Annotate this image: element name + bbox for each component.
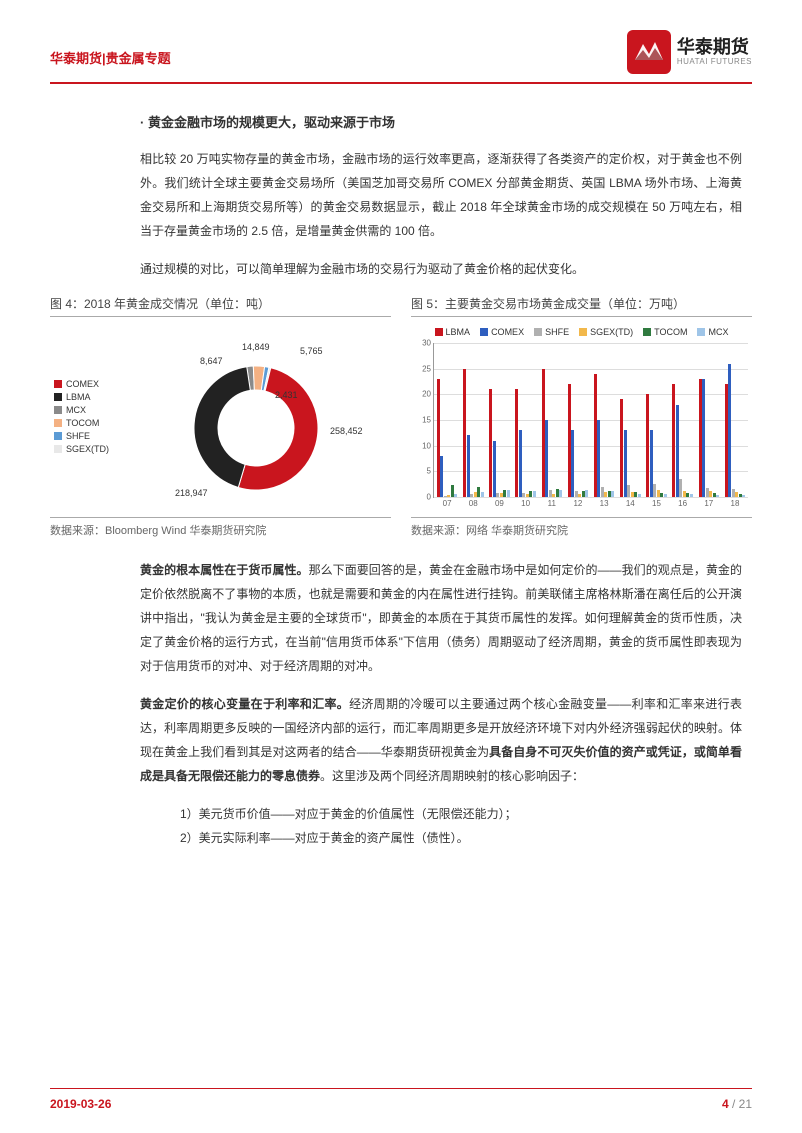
bar (481, 492, 484, 497)
footer-rule (50, 1088, 752, 1089)
bar (638, 494, 641, 497)
year-group: 15 (643, 343, 669, 497)
page-header: 华泰期货|贵金属专题 华泰期货 HUATAI FUTURES (50, 30, 752, 74)
bar (533, 491, 536, 497)
year-group: 16 (670, 343, 696, 497)
chart-5-block: 图 5：主要黄金交易市场黄金成交量（单位：万吨） LBMA COMEX SHFE SG… (411, 295, 752, 538)
year-group: 13 (591, 343, 617, 497)
bar (716, 495, 719, 497)
legend-item: MCX (54, 405, 120, 415)
bar (571, 430, 574, 497)
bar (519, 430, 522, 497)
legend-item: COMEX (54, 379, 120, 389)
year-group: 17 (696, 343, 722, 497)
year-group: 12 (565, 343, 591, 497)
legend-item: LBMA (54, 392, 120, 402)
donut-value-label: 2,431 (275, 390, 298, 400)
list-item-1: 1）美元货币价值——对应于黄金的价值属性（无限偿还能力）； (180, 802, 742, 826)
year-group: 14 (617, 343, 643, 497)
chart-4-block: 图 4：2018 年黄金成交情况（单位：吨） COMEX LBMA MCX TOCOM… (50, 295, 391, 538)
header-title: 华泰期货|贵金属专题 (50, 30, 171, 67)
legend-item: LBMA (435, 327, 471, 337)
bar (559, 490, 562, 497)
donut-value-label: 8,647 (200, 356, 223, 366)
paragraph-2: 通过规模的对比，可以简单理解为金融市场的交易行为驱动了黄金价格的起伏变化。 (140, 257, 742, 281)
chart-5-area: LBMACOMEXSHFESGEX(TD)TOCOMMCX 0510152025… (411, 323, 752, 513)
legend-item: SGEX(TD) (54, 444, 120, 454)
legend-item: SGEX(TD) (579, 327, 633, 337)
bar (742, 495, 745, 497)
bar (690, 494, 693, 497)
header-rule (50, 82, 752, 84)
chart-5-source: 数据来源：网络 华泰期货研究院 (411, 517, 752, 538)
footer-date: 2019-03-26 (50, 1097, 111, 1111)
paragraph-1: 相比较 20 万吨实物存量的黄金市场，金融市场的运行效率更高，逐渐获得了各类资产… (140, 147, 742, 243)
bar (454, 494, 457, 497)
legend-item: SHFE (534, 327, 569, 337)
chart-4-source: 数据来源：Bloomberg Wind 华泰期货研究院 (50, 517, 391, 538)
year-group: 08 (460, 343, 486, 497)
paragraph-4: 黄金定价的核心变量在于利率和汇率。经济周期的冷暖可以主要通过两个核心金融变量——… (140, 692, 742, 788)
donut-value-label: 5,765 (300, 346, 323, 356)
logo-icon (627, 30, 671, 74)
section-title: 黄金金融市场的规模更大，驱动来源于市场 (140, 112, 752, 131)
logo-text-en: HUATAI FUTURES (677, 57, 752, 66)
year-group: 07 (434, 343, 460, 497)
page-footer: 2019-03-26 4 / 21 (50, 1097, 752, 1111)
paragraph-3: 黄金的根本属性在于货币属性。那么下面要回答的是，黄金在金融市场中是如何定价的——… (140, 558, 742, 678)
chart-4-area: COMEX LBMA MCX TOCOM SHFE SGEX(TD) 258,452 218… (50, 323, 391, 513)
legend-item: SHFE (54, 431, 120, 441)
bar (545, 420, 548, 497)
donut-value-label: 218,947 (175, 488, 208, 498)
bar-chart: 051015202530070809101112131415161718 (433, 343, 748, 498)
bar (493, 441, 496, 497)
chart-4-title: 图 4：2018 年黄金成交情况（单位：吨） (50, 295, 391, 317)
bar (664, 494, 667, 497)
bar (467, 435, 470, 497)
donut-value-label: 14,849 (242, 342, 270, 352)
year-group: 10 (513, 343, 539, 497)
chart-4-legend: COMEX LBMA MCX TOCOM SHFE SGEX(TD) (50, 379, 120, 457)
footer-page: 4 / 21 (722, 1097, 752, 1111)
brand-logo: 华泰期货 HUATAI FUTURES (627, 30, 752, 74)
year-group: 09 (486, 343, 512, 497)
bar (611, 491, 614, 497)
legend-item: COMEX (480, 327, 524, 337)
charts-row: 图 4：2018 年黄金成交情况（单位：吨） COMEX LBMA MCX TOCOM… (50, 295, 752, 538)
legend-item: TOCOM (54, 418, 120, 428)
chart-5-title: 图 5：主要黄金交易市场黄金成交量（单位：万吨） (411, 295, 752, 317)
donut-chart: 258,452 218,947 8,647 14,849 5,765 2,431 (120, 338, 391, 498)
bar (507, 490, 510, 497)
legend-item: MCX (697, 327, 728, 337)
bar (728, 364, 731, 497)
list-item-2: 2）美元实际利率——对应于黄金的资产属性（债性）。 (180, 826, 742, 850)
bar (440, 456, 443, 497)
chart-5-legend: LBMA COMEX SHFE SGEX(TD) TOCOM MCX (411, 323, 752, 337)
bar (702, 379, 705, 497)
year-group: 11 (539, 343, 565, 497)
bar (597, 420, 600, 497)
logo-text-cn: 华泰期货 (677, 38, 752, 58)
legend-item: TOCOM (643, 327, 687, 337)
year-group: 18 (722, 343, 748, 497)
donut-value-label: 258,452 (330, 426, 363, 436)
bar (585, 490, 588, 497)
